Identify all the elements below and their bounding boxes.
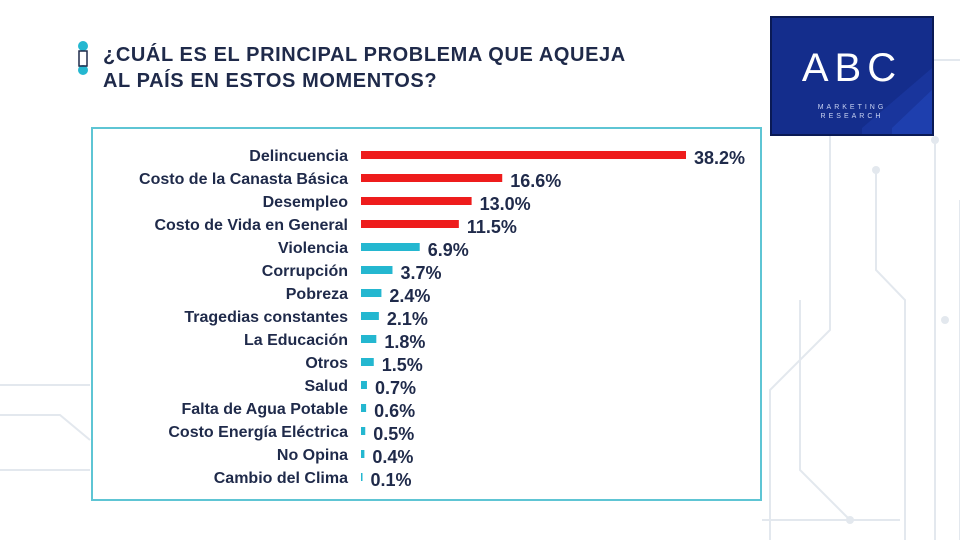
category-label: Delincuencia: [249, 148, 348, 165]
value-label: 38.2%: [694, 148, 745, 168]
bar: [361, 266, 393, 274]
logo-graphic: [862, 68, 932, 134]
category-label: La Educación: [244, 332, 348, 349]
bar: [361, 473, 363, 481]
value-label: 3.7%: [400, 263, 441, 283]
bar: [361, 220, 459, 228]
category-label: Otros: [305, 355, 348, 372]
category-label: Desempleo: [263, 194, 349, 211]
value-label: 0.5%: [373, 424, 414, 444]
category-label: Violencia: [278, 240, 348, 257]
category-label: Tragedias constantes: [184, 309, 348, 326]
value-label: 0.4%: [372, 447, 413, 467]
category-label: Corrupción: [262, 263, 348, 280]
category-label: Costo de Vida en General: [154, 217, 348, 234]
bar: [361, 197, 472, 205]
bar: [361, 358, 374, 366]
bar: [361, 151, 686, 159]
bar: [361, 312, 379, 320]
bar: [361, 243, 420, 251]
bar: [361, 427, 366, 435]
value-label: 1.8%: [384, 332, 425, 352]
category-label: No Opina: [277, 447, 348, 464]
value-label: 0.7%: [375, 378, 416, 398]
category-label: Costo Energía Eléctrica: [168, 424, 348, 441]
category-label: Falta de Agua Potable: [181, 401, 348, 418]
category-label: Salud: [304, 378, 348, 395]
bar-chart: Delincuencia 38.2% Costo de la Canasta Bás…: [139, 148, 745, 490]
value-label: 0.1%: [371, 470, 412, 490]
logo-text: ABC: [801, 46, 903, 90]
bar: [361, 404, 367, 412]
brand-logo: ABC MARKETING RESEARCH: [770, 16, 934, 136]
page-title-line2: AL PAÍS EN ESTOS MOMENTOS?: [103, 70, 438, 92]
value-label: 6.9%: [428, 240, 469, 260]
chart-frame: Delincuencia 38.2% Costo de la Canasta Bás…: [91, 127, 762, 501]
bar: [361, 174, 503, 182]
value-label: 1.5%: [382, 355, 423, 375]
bar: [361, 335, 377, 343]
logo-subtitle-1: MARKETING: [817, 104, 887, 111]
bar: [361, 289, 382, 297]
category-label: Costo de la Canasta Básica: [139, 171, 348, 188]
bar: [361, 450, 365, 458]
bullet-icon: [78, 41, 88, 75]
value-label: 16.6%: [510, 171, 561, 191]
category-label: Pobreza: [286, 286, 348, 303]
value-label: 0.6%: [374, 401, 415, 421]
value-label: 2.1%: [387, 309, 428, 329]
category-label: Cambio del Clima: [214, 470, 348, 487]
page-title: ¿CUÁL ES EL PRINCIPAL PROBLEMA QUE AQUEJ…: [103, 42, 626, 94]
value-label: 2.4%: [389, 286, 430, 306]
page-title-line1: ¿CUÁL ES EL PRINCIPAL PROBLEMA QUE AQUEJ…: [103, 44, 626, 66]
value-label: 11.5%: [467, 217, 517, 237]
value-label: 13.0%: [480, 194, 531, 214]
bar: [361, 381, 367, 389]
logo-subtitle-2: RESEARCH: [820, 113, 884, 120]
